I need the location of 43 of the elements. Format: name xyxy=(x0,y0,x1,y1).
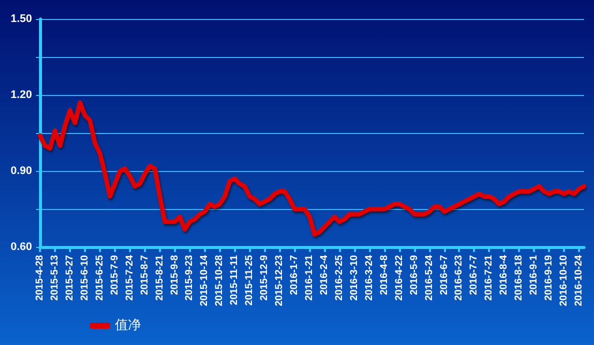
x-tick-label: 2015-12-23 xyxy=(274,254,286,306)
x-tick-label: 2015-11-25 xyxy=(244,254,256,306)
x-tick-label: 2016-7-7 xyxy=(468,254,480,296)
x-tick-label: 2015-9-23 xyxy=(184,254,196,301)
x-tick-label: 2016-5-9 xyxy=(408,254,420,296)
x-tick-label: 2016-10-10 xyxy=(558,254,570,306)
x-tick-label: 2015-5-13 xyxy=(49,254,60,301)
x-tick-label: 2016-7-21 xyxy=(484,254,495,301)
y-tick-label: 0.90 xyxy=(10,165,32,177)
x-tick-label: 2015-10-14 xyxy=(199,254,210,306)
x-tick-label: 2016-1-21 xyxy=(304,254,316,301)
x-tick-label: 2016-3-24 xyxy=(364,254,375,301)
y-tick-label: 1.50 xyxy=(10,13,32,25)
x-tick-label: 2016-10-24 xyxy=(574,254,585,306)
x-tick-label: 2015-6-10 xyxy=(79,254,90,301)
x-tick-label: 2016-6-23 xyxy=(454,254,465,301)
x-tick-label: 2016-8-18 xyxy=(514,254,525,301)
x-tick-label: 2015-7-9 xyxy=(109,254,120,296)
x-tick-label: 2015-6-25 xyxy=(94,254,106,301)
x-tick-label: 2016-3-10 xyxy=(348,254,360,301)
x-tick-label: 2016-4-8 xyxy=(378,254,390,296)
x-tick-label: 2016-9-1 xyxy=(528,254,540,296)
x-tick-label: 2016-9-19 xyxy=(544,254,555,301)
y-tick-label: 0.60 xyxy=(10,241,32,253)
x-tick-label: 2015-12-9 xyxy=(259,254,270,301)
x-tick-label: 2015-11-11 xyxy=(229,254,240,306)
x-tick-label: 2016-4-22 xyxy=(394,254,405,301)
line-series xyxy=(38,100,586,237)
x-tick-label: 2015-8-21 xyxy=(154,254,166,301)
x-tick-label: 2016-1-7 xyxy=(289,254,300,296)
x-tick-label: 2015-5-27 xyxy=(64,254,76,301)
legend-label: 值净 xyxy=(115,318,141,333)
x-tick-label: 2015-10-28 xyxy=(214,254,226,306)
x-tick-label: 2016-6-7 xyxy=(438,254,450,296)
x-tick-label: 2016-5-24 xyxy=(424,254,435,301)
x-tick-label: 2016-2-4 xyxy=(318,254,330,296)
x-tick-label: 2015-7-24 xyxy=(124,254,136,301)
x-tick-label: 2016-2-25 xyxy=(334,254,345,301)
x-tick-label: 2015-8-7 xyxy=(139,254,150,296)
x-tick-label: 2016-8-4 xyxy=(498,254,510,296)
x-tick-label: 2015-9-8 xyxy=(169,254,180,296)
y-tick-label: 1.20 xyxy=(10,89,32,101)
x-tick-label: 2015-4-28 xyxy=(34,254,46,301)
